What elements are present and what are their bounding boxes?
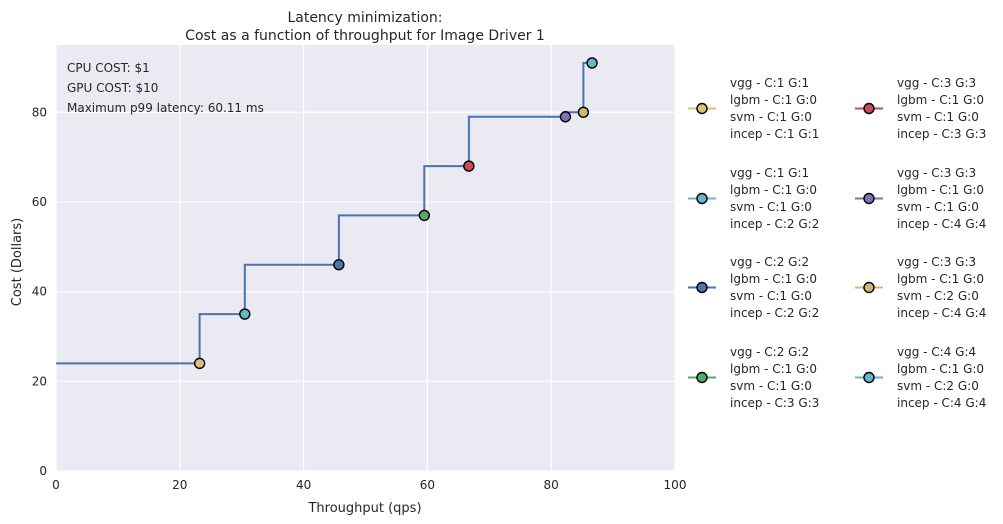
legend-label-line: vgg - C:2 G:2 xyxy=(730,255,809,269)
x-axis-label: Throughput (qps) xyxy=(307,501,421,516)
x-axis-ticks: 0 20 40 60 80 100 xyxy=(52,478,686,492)
legend-label-line: svm - C:1 G:0 xyxy=(730,379,812,393)
legend-label-line: incep - C:4 G:4 xyxy=(897,217,986,231)
legend-label-line: lgbm - C:1 G:0 xyxy=(730,183,817,197)
legend-label-line: vgg - C:3 G:3 xyxy=(897,255,976,269)
legend-marker xyxy=(863,281,875,294)
legend-label-line: lgbm - C:1 G:0 xyxy=(730,272,817,286)
legend-label-line: vgg - C:1 G:1 xyxy=(730,166,809,180)
legend-entry-1: vgg - C:1 G:1 lgbm - C:1 G:0 svm - C:1 G:0… xyxy=(688,76,819,141)
legend-label-line: lgbm - C:1 G:0 xyxy=(897,272,984,286)
legend-marker xyxy=(696,102,708,115)
legend-label-line: incep - C:3 G:3 xyxy=(730,396,819,410)
x-tick-label: 0 xyxy=(52,478,60,492)
x-tick-label: 20 xyxy=(172,478,187,492)
legend-marker xyxy=(863,371,875,384)
legend-entry-4: vgg - C:2 G:2 lgbm - C:1 G:0 svm - C:1 G:0… xyxy=(688,345,819,410)
legend-label-line: lgbm - C:1 G:0 xyxy=(897,93,984,107)
data-point-2 xyxy=(239,308,251,320)
legend-marker xyxy=(863,192,875,205)
legend-label-line: incep - C:4 G:4 xyxy=(897,306,986,320)
plot-area xyxy=(56,45,675,471)
legend-label-line: svm - C:1 G:0 xyxy=(730,289,812,303)
y-tick-label: 0 xyxy=(39,464,47,478)
legend-label-line: svm - C:1 G:0 xyxy=(897,110,979,124)
legend: vgg - C:1 G:1 lgbm - C:1 G:0 svm - C:1 G:0… xyxy=(688,76,986,410)
legend-label-line: incep - C:1 G:1 xyxy=(730,127,819,141)
legend-label-line: incep - C:2 G:2 xyxy=(730,306,819,320)
legend-label-line: lgbm - C:1 G:0 xyxy=(897,362,984,376)
legend-label-line: vgg - C:3 G:3 xyxy=(897,76,976,90)
legend-entry-3: vgg - C:2 G:2 lgbm - C:1 G:0 svm - C:1 G:0… xyxy=(688,255,819,320)
data-point-8 xyxy=(586,57,598,69)
legend-label-line: svm - C:1 G:0 xyxy=(897,200,979,214)
x-tick-label: 60 xyxy=(420,478,435,492)
legend-entry-7: vgg - C:3 G:3 lgbm - C:1 G:0 svm - C:2 G:0… xyxy=(855,255,986,320)
legend-entry-2: vgg - C:1 G:1 lgbm - C:1 G:0 svm - C:1 G:0… xyxy=(688,166,819,231)
chart-title-line-2: Cost as a function of throughput for Ima… xyxy=(185,28,545,44)
annotation-gpu-cost: GPU COST: $10 xyxy=(67,81,158,95)
annotation-max-latency: Maximum p99 latency: 60.11 ms xyxy=(67,101,264,115)
legend-label-line: incep - C:2 G:2 xyxy=(730,217,819,231)
legend-label-line: vgg - C:2 G:2 xyxy=(730,345,809,359)
legend-label-line: svm - C:2 G:0 xyxy=(897,379,979,393)
legend-marker xyxy=(696,371,708,384)
data-point-5 xyxy=(463,160,475,172)
legend-entry-8: vgg - C:4 G:4 lgbm - C:1 G:0 svm - C:2 G:0… xyxy=(855,345,986,410)
y-tick-label: 80 xyxy=(32,105,47,119)
data-point-7 xyxy=(577,106,590,118)
data-point-4 xyxy=(418,209,431,222)
legend-marker xyxy=(863,102,875,115)
legend-label-line: incep - C:3 G:3 xyxy=(897,127,986,141)
legend-label-line: vgg - C:3 G:3 xyxy=(897,166,976,180)
data-points xyxy=(193,57,598,370)
legend-label-line: vgg - C:1 G:1 xyxy=(730,76,809,90)
y-axis-label: Cost (Dollars) xyxy=(10,218,25,306)
legend-label-line: svm - C:2 G:0 xyxy=(897,289,979,303)
legend-label-line: lgbm - C:1 G:0 xyxy=(897,183,984,197)
legend-label-line: lgbm - C:1 G:0 xyxy=(730,362,817,376)
y-tick-label: 40 xyxy=(32,285,47,299)
x-tick-label: 80 xyxy=(544,478,559,492)
data-point-3 xyxy=(333,259,345,271)
legend-label-line: vgg - C:4 G:4 xyxy=(897,345,976,359)
legend-entry-6: vgg - C:3 G:3 lgbm - C:1 G:0 svm - C:1 G:0… xyxy=(855,166,986,231)
legend-label-line: incep - C:4 G:4 xyxy=(897,396,986,410)
x-tick-label: 100 xyxy=(664,478,687,492)
legend-marker xyxy=(696,192,708,205)
x-tick-label: 40 xyxy=(296,478,311,492)
annotation-cpu-cost: CPU COST: $1 xyxy=(67,61,150,75)
legend-marker xyxy=(696,281,708,294)
y-tick-label: 60 xyxy=(32,195,47,209)
data-point-6 xyxy=(559,111,572,123)
legend-label-line: lgbm - C:1 G:0 xyxy=(730,93,817,107)
legend-label-line: svm - C:1 G:0 xyxy=(730,110,812,124)
y-axis-ticks: 0 20 40 60 80 xyxy=(32,105,47,478)
y-tick-label: 20 xyxy=(32,374,47,388)
step-line xyxy=(56,61,593,365)
data-point-1 xyxy=(193,357,206,370)
chart-title-line-1: Latency minimization: xyxy=(287,10,442,26)
legend-label-line: svm - C:1 G:0 xyxy=(730,200,812,214)
legend-entry-5: vgg - C:3 G:3 lgbm - C:1 G:0 svm - C:1 G:0… xyxy=(855,76,986,141)
